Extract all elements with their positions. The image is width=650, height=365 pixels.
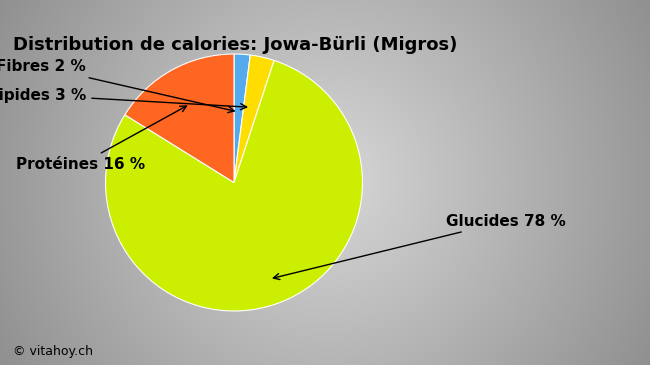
Wedge shape <box>105 61 363 311</box>
Wedge shape <box>234 54 250 182</box>
Text: Glucides 78 %: Glucides 78 % <box>274 214 566 280</box>
Text: Distribution de calories: Jowa-Bürli (Migros): Distribution de calories: Jowa-Bürli (Mi… <box>13 36 458 54</box>
Text: © vitahoy.ch: © vitahoy.ch <box>13 345 93 358</box>
Text: Lipides 3 %: Lipides 3 % <box>0 88 246 110</box>
Wedge shape <box>234 55 274 182</box>
Text: Fibres 2 %: Fibres 2 % <box>0 59 234 113</box>
Text: Protéines 16 %: Protéines 16 % <box>16 106 187 172</box>
Wedge shape <box>125 54 234 182</box>
